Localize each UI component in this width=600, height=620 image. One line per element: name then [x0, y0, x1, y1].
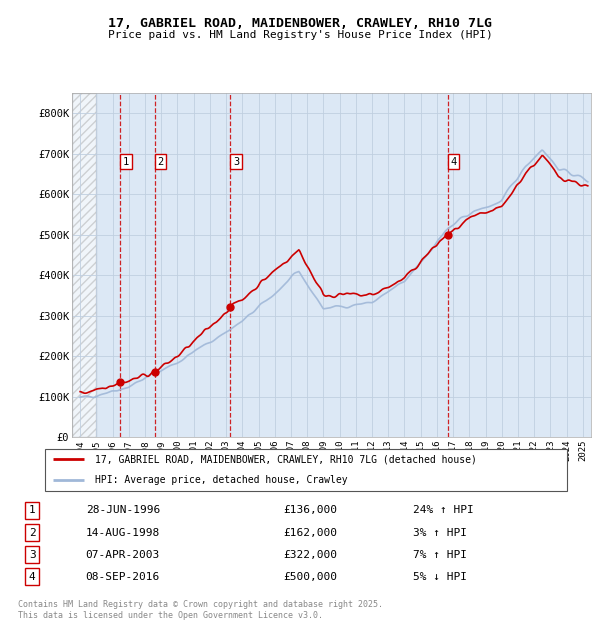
Text: 3: 3	[233, 157, 239, 167]
Text: 4: 4	[451, 157, 457, 167]
Text: £500,000: £500,000	[283, 572, 337, 582]
Text: 17, GABRIEL ROAD, MAIDENBOWER, CRAWLEY, RH10 7LG: 17, GABRIEL ROAD, MAIDENBOWER, CRAWLEY, …	[108, 17, 492, 30]
Text: 1: 1	[29, 505, 35, 515]
Text: £136,000: £136,000	[283, 505, 337, 515]
FancyBboxPatch shape	[44, 449, 568, 490]
Text: 2: 2	[157, 157, 164, 167]
Text: 4: 4	[29, 572, 35, 582]
Text: 17, GABRIEL ROAD, MAIDENBOWER, CRAWLEY, RH10 7LG (detached house): 17, GABRIEL ROAD, MAIDENBOWER, CRAWLEY, …	[95, 454, 476, 464]
Text: 7% ↑ HPI: 7% ↑ HPI	[413, 549, 467, 560]
Text: Price paid vs. HM Land Registry's House Price Index (HPI): Price paid vs. HM Land Registry's House …	[107, 30, 493, 40]
Text: £322,000: £322,000	[283, 549, 337, 560]
Text: 08-SEP-2016: 08-SEP-2016	[86, 572, 160, 582]
Text: £162,000: £162,000	[283, 528, 337, 538]
Text: HPI: Average price, detached house, Crawley: HPI: Average price, detached house, Craw…	[95, 475, 347, 485]
Bar	[72, 93, 97, 437]
Text: 1: 1	[123, 157, 129, 167]
Text: 5% ↓ HPI: 5% ↓ HPI	[413, 572, 467, 582]
Text: 24% ↑ HPI: 24% ↑ HPI	[413, 505, 473, 515]
Text: 07-APR-2003: 07-APR-2003	[86, 549, 160, 560]
Text: 3: 3	[29, 549, 35, 560]
Text: 2: 2	[29, 528, 35, 538]
Bar	[72, 93, 97, 437]
Text: 14-AUG-1998: 14-AUG-1998	[86, 528, 160, 538]
Text: Contains HM Land Registry data © Crown copyright and database right 2025.
This d: Contains HM Land Registry data © Crown c…	[18, 600, 383, 619]
Text: 3% ↑ HPI: 3% ↑ HPI	[413, 528, 467, 538]
Text: 28-JUN-1996: 28-JUN-1996	[86, 505, 160, 515]
